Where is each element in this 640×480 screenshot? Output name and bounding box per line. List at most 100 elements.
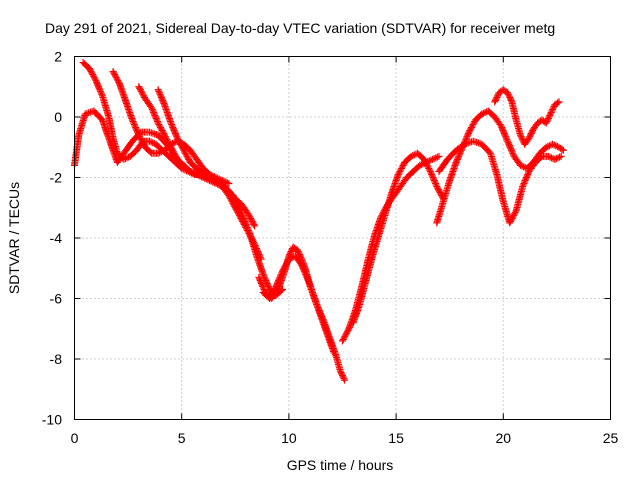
data-point [256, 276, 264, 284]
y-tick-label: -4 [50, 230, 63, 246]
data-point [170, 127, 178, 135]
data-point [527, 130, 535, 138]
data-point [453, 157, 461, 165]
data-point [132, 124, 140, 132]
data-point [545, 113, 553, 121]
data-point [170, 149, 178, 157]
data-point [423, 161, 431, 169]
data-point [123, 154, 131, 162]
data-point [202, 172, 210, 180]
data-point [266, 295, 274, 302]
data-point [156, 122, 164, 130]
data-point [330, 349, 338, 357]
data-point [173, 133, 181, 141]
data-point [121, 155, 129, 163]
data-point [517, 133, 525, 141]
data-point [165, 140, 173, 148]
data-point [242, 223, 250, 231]
data-point [551, 155, 559, 163]
data-point [549, 105, 557, 113]
data-point [95, 84, 103, 92]
data-point [245, 229, 253, 237]
data-point [244, 210, 252, 218]
data-point [507, 217, 515, 225]
data-point [152, 113, 160, 121]
data-point [548, 107, 556, 115]
data-point [510, 211, 518, 219]
data-point [427, 169, 435, 177]
data-point [204, 173, 212, 181]
data-point [157, 93, 165, 101]
data-point [526, 131, 534, 139]
data-point [175, 137, 183, 145]
data-point [416, 161, 424, 169]
data-point [160, 99, 168, 107]
data-point [422, 158, 430, 166]
data-point [544, 152, 552, 160]
data-point [171, 151, 179, 159]
data-point [109, 68, 117, 76]
data-point [235, 211, 243, 219]
data-point [508, 214, 516, 222]
y-tick-label: -2 [50, 170, 63, 186]
data-point [223, 179, 231, 187]
data-point [464, 130, 472, 138]
data-point [343, 328, 351, 336]
y-tick-label: -6 [50, 291, 63, 307]
data-point [252, 243, 260, 251]
data-point [136, 133, 144, 141]
data-point [249, 237, 257, 245]
data-point [338, 370, 346, 378]
data-point [542, 143, 550, 151]
data-point [239, 219, 247, 227]
data-point [259, 270, 267, 278]
data-point [169, 148, 177, 156]
data-point [470, 119, 478, 127]
data-points [71, 59, 567, 384]
data-point [501, 131, 509, 139]
data-point [255, 273, 263, 281]
data-point [98, 90, 106, 98]
data-point [157, 125, 165, 133]
data-point [149, 139, 157, 147]
data-point [169, 146, 177, 154]
data-point [287, 248, 295, 256]
data-point [193, 170, 201, 178]
data-point [421, 157, 429, 165]
data-point [146, 128, 154, 136]
data-point [260, 272, 268, 280]
data-point [220, 177, 228, 185]
y-tick-label: 0 [54, 109, 62, 125]
y-tick-label: -8 [50, 351, 63, 367]
data-point [545, 142, 553, 150]
data-point [339, 372, 346, 380]
y-axis-label: SDTVAR / TECUs [6, 182, 22, 294]
data-point [155, 89, 163, 97]
data-point [247, 232, 255, 240]
data-point [523, 172, 531, 180]
data-point [246, 231, 254, 239]
data-point [507, 96, 515, 104]
data-point [302, 270, 310, 278]
data-point [137, 136, 145, 144]
data-point [522, 175, 530, 183]
data-point [506, 219, 514, 227]
data-point [559, 146, 567, 154]
data-point [336, 367, 344, 375]
data-point [462, 140, 470, 148]
data-point [464, 131, 472, 139]
data-point [498, 124, 506, 132]
data-point [254, 249, 262, 257]
data-point [163, 136, 171, 144]
data-point [524, 170, 532, 178]
data-point [129, 118, 137, 126]
data-point [455, 152, 463, 160]
data-point [154, 86, 162, 94]
data-point [435, 152, 443, 160]
data-point [114, 77, 122, 85]
data-point [269, 288, 277, 296]
data-point [172, 131, 180, 139]
data-point [168, 145, 176, 153]
data-point [506, 95, 514, 103]
data-point [209, 175, 217, 183]
